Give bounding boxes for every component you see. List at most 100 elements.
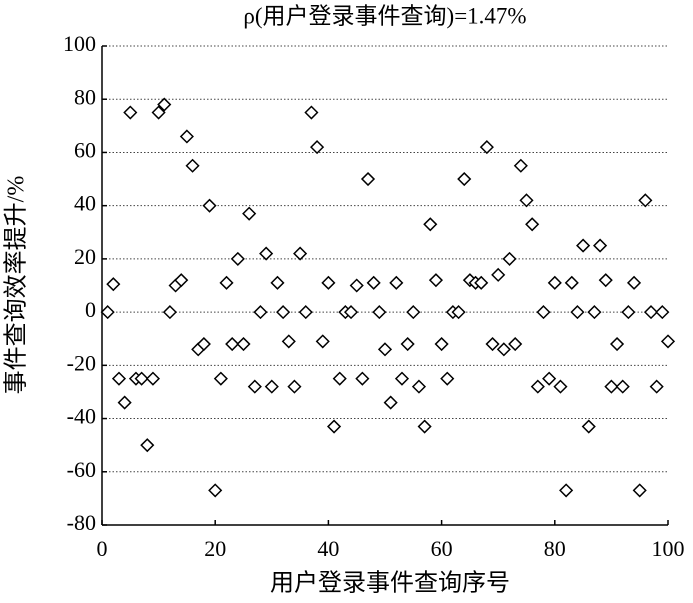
data-point — [377, 342, 393, 357]
data-point — [247, 379, 262, 394]
data-point — [343, 305, 359, 320]
data-point — [315, 334, 330, 349]
data-point — [434, 336, 449, 352]
data-point — [643, 305, 659, 320]
data-point — [270, 275, 285, 290]
data-point — [593, 238, 608, 253]
x-tick-label: 0 — [97, 536, 108, 561]
x-tick-label: 60 — [431, 536, 453, 561]
data-point — [230, 251, 245, 266]
data-point — [321, 275, 336, 290]
data-point — [496, 342, 511, 357]
data-point — [196, 336, 211, 352]
data-point — [242, 206, 257, 221]
data-point — [428, 273, 444, 288]
data-point — [542, 371, 557, 386]
data-point — [485, 336, 500, 352]
data-point — [355, 371, 370, 386]
data-point — [213, 371, 228, 386]
y-tick-label: -80 — [67, 510, 96, 535]
data-point — [451, 305, 466, 320]
y-axis-label: 事件查询效率提升/% — [3, 176, 30, 395]
data-point — [281, 334, 296, 349]
data-point — [293, 246, 308, 261]
y-tick-label: 40 — [74, 191, 96, 216]
data-point — [615, 379, 630, 394]
data-point — [332, 371, 347, 386]
data-point — [587, 305, 602, 320]
data-point — [502, 251, 517, 266]
data-point — [326, 419, 342, 434]
data-point — [638, 193, 653, 208]
data-point — [400, 336, 415, 352]
data-point — [389, 275, 404, 290]
data-point — [474, 275, 489, 290]
data-point — [491, 267, 506, 282]
data-point — [417, 419, 432, 434]
data-point — [383, 395, 398, 410]
data-point — [360, 171, 376, 187]
data-point — [219, 275, 234, 290]
data-point — [530, 379, 545, 394]
data-point — [440, 371, 455, 386]
data-point — [564, 275, 579, 290]
data-point — [106, 277, 121, 292]
data-point — [349, 278, 364, 293]
data-point — [626, 275, 642, 290]
x-tick-label: 40 — [317, 536, 339, 561]
y-tick-label: 20 — [74, 244, 96, 269]
data-point — [609, 336, 625, 352]
data-point — [411, 379, 427, 394]
data-point — [111, 371, 127, 386]
data-point — [519, 193, 534, 208]
y-tick-label: -20 — [67, 350, 96, 375]
data-point — [660, 334, 676, 349]
data-point — [553, 379, 568, 394]
data-point — [394, 371, 410, 386]
data-point — [366, 275, 381, 290]
data-point — [536, 305, 551, 320]
data-point — [145, 371, 161, 386]
data-point — [117, 395, 132, 410]
data-point — [259, 246, 274, 261]
data-point — [581, 419, 596, 434]
data-point — [559, 483, 574, 498]
data-point — [310, 140, 325, 155]
data-point — [225, 336, 240, 352]
data-point — [185, 158, 200, 173]
data-point — [598, 273, 613, 288]
data-point — [372, 305, 387, 320]
y-tick-label: -60 — [67, 457, 96, 482]
data-point — [208, 483, 223, 498]
data-point — [604, 379, 619, 394]
data-point — [423, 217, 438, 232]
data-point — [621, 305, 636, 320]
y-tick-label: 100 — [63, 31, 96, 56]
y-tick-label: 0 — [85, 297, 96, 322]
data-point — [264, 379, 279, 394]
data-point — [479, 140, 494, 155]
data-point — [547, 275, 562, 290]
data-point — [179, 129, 194, 144]
data-point — [513, 158, 528, 173]
data-point — [576, 238, 591, 253]
data-point — [655, 305, 670, 320]
data-point — [632, 483, 647, 498]
data-point — [570, 305, 585, 320]
data-point — [236, 336, 251, 352]
data-point — [123, 105, 138, 120]
data-point — [298, 305, 313, 320]
data-point — [100, 305, 115, 320]
data-point — [140, 438, 155, 453]
data-point — [276, 305, 291, 320]
y-tick-label: 80 — [74, 84, 96, 109]
data-point — [304, 105, 319, 120]
data-point — [508, 336, 523, 352]
x-tick-label: 100 — [652, 536, 685, 561]
data-point — [457, 171, 472, 187]
data-point — [134, 371, 149, 386]
y-tick-label: 60 — [74, 137, 96, 162]
chart-title: ρ(用户登录事件查询)=1.47% — [243, 3, 526, 28]
y-tick-label: -40 — [67, 404, 96, 429]
